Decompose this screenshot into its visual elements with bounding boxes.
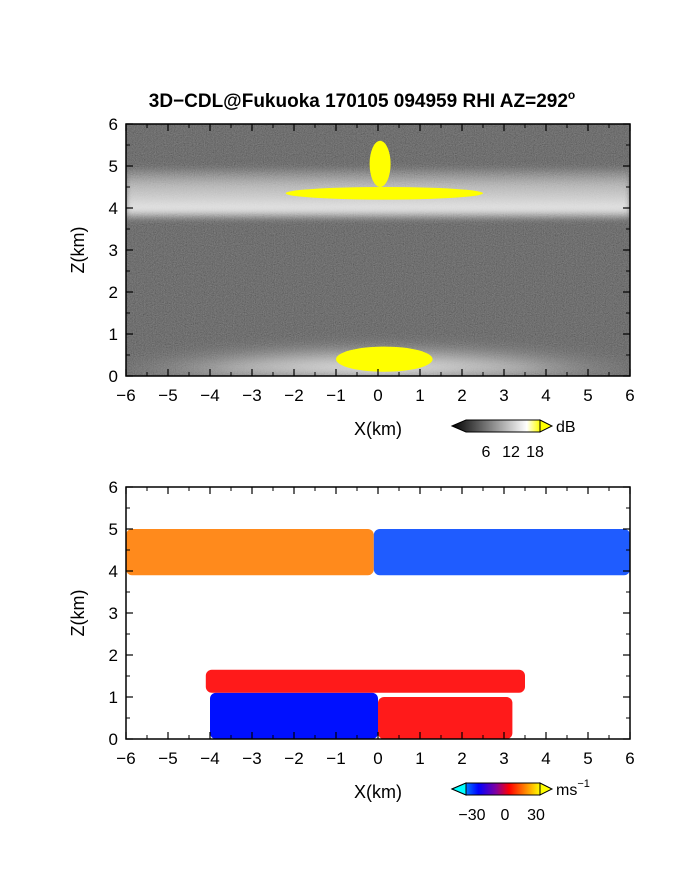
strong-echo [369,140,391,187]
y-tick-label: 0 [109,367,118,386]
x-tick-label: −4 [200,749,219,768]
degree-superscript: o [568,88,575,102]
x-tick-label: 0 [373,386,382,405]
x-tick-label: 6 [625,749,634,768]
x-tick-label: −3 [242,749,261,768]
y-tick-label: 0 [109,730,118,749]
x-tick-label: −3 [242,386,261,405]
y-tick-label: 1 [109,325,118,344]
y-tick-label: 6 [109,478,118,497]
y-axis-label: Z(km) [68,227,88,274]
y-tick-label: 4 [109,199,118,218]
colorbar-unit-sup: −1 [577,778,590,790]
colorbar-tick: 6 [482,444,491,461]
reflectivity-field [126,124,630,376]
x-tick-label: 1 [415,749,424,768]
velocity-region [210,692,378,739]
y-tick-label: 3 [109,241,118,260]
reflectivity-panel: −6 −5 −4 −3 −2 −1 0 1 2 3 4 5 6 0 1 2 3 4 5 6 X(km) Z(km) [68,115,635,439]
x-tick-label: −5 [158,749,177,768]
velocity-field [126,529,630,739]
y-tick-label: 6 [109,115,118,134]
colorbar-tick: 0 [501,807,510,824]
x-tick-label: 5 [583,386,592,405]
x-tick-label: −6 [116,386,135,405]
y-tick-label: 1 [109,688,118,707]
colorbar-tick: −30 [458,807,485,824]
y-axis-label: Z(km) [68,590,88,637]
x-tick-label: −1 [326,386,345,405]
x-tick-label: 3 [499,749,508,768]
x-tick-label: 0 [373,749,382,768]
reflectivity-colorbar: dB 6 12 18 [450,419,576,461]
colorbar-tick: 18 [526,444,544,461]
colorbar-unit: dB [556,419,576,436]
velocity-colorbar: ms−1 −30 0 30 [450,778,590,824]
x-tick-label: −2 [284,386,303,405]
velocity-region [378,697,513,739]
x-tick-label: 4 [541,386,550,405]
x-tick-label: 3 [499,386,508,405]
y-tick-label: 4 [109,562,118,581]
y-tick-label: 2 [109,283,118,302]
x-tick-label: 5 [583,749,592,768]
velocity-region [373,529,630,576]
strong-echo-blobs [285,140,483,372]
y-tick-label: 3 [109,604,118,623]
x-tick-label: −1 [326,749,345,768]
x-tick-label: 2 [457,386,466,405]
colorbar-unit: ms−1 [556,778,590,799]
strong-echo [336,346,433,372]
x-tick-label: −4 [200,386,219,405]
near-ground-fan [126,313,630,376]
colorbar-tick: 12 [502,444,520,461]
figure-title: 3D−CDL@Fukuoka 170105 094959 RHI AZ=292o [149,88,576,112]
velocity-region [205,669,526,693]
x-tick-label: −2 [284,749,303,768]
y-tick-label: 2 [109,646,118,665]
y-tick-label: 5 [109,157,118,176]
x-tick-label: −6 [116,749,135,768]
colorbar-tick: 30 [527,807,545,824]
y-tick-label: 5 [109,520,118,539]
x-axis-label: X(km) [354,419,402,439]
x-tick-label: 2 [457,749,466,768]
strong-echo [285,187,483,200]
x-tick-label: −5 [158,386,177,405]
x-tick-label: 1 [415,386,424,405]
velocity-region [126,529,374,576]
x-axis-label: X(km) [354,782,402,802]
x-tick-label: 6 [625,386,634,405]
x-tick-label: 4 [541,749,550,768]
velocity-panel: −6 −5 −4 −3 −2 −1 0 1 2 3 4 5 6 0 1 2 3 4 5 6 X(km) Z(km) [68,478,635,802]
